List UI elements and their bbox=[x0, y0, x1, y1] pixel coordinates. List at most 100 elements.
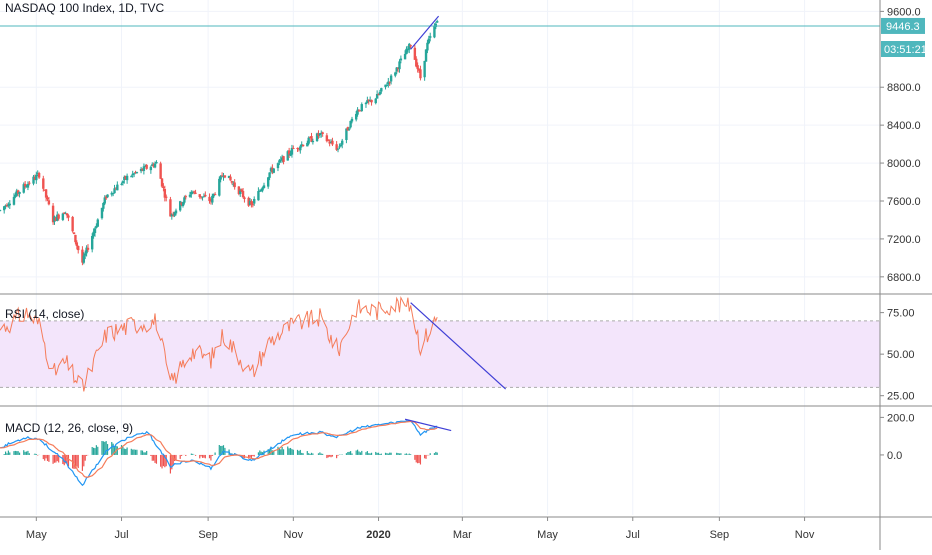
candle bbox=[86, 244, 90, 252]
candle-body bbox=[218, 178, 221, 196]
price-axis-label: 8000.0 bbox=[887, 158, 921, 170]
macd-layer[interactable] bbox=[0, 419, 438, 487]
candle bbox=[317, 130, 320, 139]
candle bbox=[114, 187, 118, 190]
candle-body bbox=[151, 164, 154, 166]
rsi-axis-label: 75.00 bbox=[887, 308, 915, 320]
rsi-pane-title: RSI (14, close) bbox=[5, 307, 84, 321]
candle-body bbox=[394, 72, 397, 76]
candle-body bbox=[26, 183, 30, 188]
candle bbox=[57, 213, 60, 221]
candle bbox=[36, 170, 39, 177]
candle bbox=[181, 201, 185, 208]
candle bbox=[151, 162, 154, 167]
candle-body bbox=[155, 161, 158, 164]
candle bbox=[356, 107, 359, 117]
candle-body bbox=[388, 81, 391, 83]
candle bbox=[297, 147, 301, 152]
candle bbox=[348, 126, 351, 131]
rsi-axis-label: 25.00 bbox=[887, 391, 915, 403]
candle bbox=[162, 183, 165, 192]
candle-body bbox=[408, 43, 411, 50]
candle bbox=[81, 246, 84, 266]
candle-body bbox=[202, 196, 206, 198]
candle bbox=[282, 155, 285, 165]
candle-body bbox=[131, 173, 134, 176]
candle-body bbox=[348, 128, 351, 130]
candle-body bbox=[191, 192, 194, 194]
candle bbox=[208, 193, 211, 204]
candle bbox=[417, 68, 421, 73]
candle bbox=[145, 164, 148, 170]
candle bbox=[134, 170, 137, 174]
candle bbox=[163, 185, 167, 202]
candle-body bbox=[366, 100, 369, 103]
candle bbox=[123, 175, 126, 184]
candle-body bbox=[399, 58, 403, 61]
candle-body bbox=[374, 98, 377, 104]
candle-body bbox=[380, 88, 383, 92]
candle-body bbox=[364, 102, 368, 105]
candle-body bbox=[370, 99, 373, 103]
candle-body bbox=[92, 231, 95, 236]
candle bbox=[74, 234, 77, 245]
candle-body bbox=[341, 140, 344, 145]
candle-body bbox=[111, 193, 115, 195]
price-axis-label: 8800.0 bbox=[887, 82, 921, 94]
candle bbox=[65, 213, 69, 219]
candle-body bbox=[436, 21, 439, 23]
candle-body bbox=[183, 197, 186, 203]
candle bbox=[354, 111, 358, 122]
candle-body bbox=[132, 173, 136, 175]
candle bbox=[120, 182, 123, 186]
candle-body bbox=[262, 185, 266, 188]
candle bbox=[199, 196, 203, 200]
price-layer[interactable] bbox=[0, 19, 880, 266]
candle bbox=[276, 162, 280, 172]
candle-body bbox=[130, 176, 133, 178]
candle bbox=[307, 136, 310, 146]
candle-body bbox=[403, 53, 407, 60]
candle bbox=[384, 84, 387, 90]
candle-body bbox=[160, 178, 164, 187]
candle bbox=[366, 96, 369, 104]
candle bbox=[427, 35, 431, 45]
candle bbox=[92, 228, 95, 239]
candle-body bbox=[282, 156, 285, 162]
candle bbox=[202, 193, 206, 198]
candle bbox=[436, 19, 439, 23]
candle-body bbox=[165, 196, 168, 198]
candle-body bbox=[35, 174, 38, 181]
candle bbox=[219, 174, 222, 183]
candle-body bbox=[125, 175, 129, 181]
candle bbox=[188, 191, 192, 198]
candle-body bbox=[32, 176, 35, 184]
candle bbox=[75, 240, 79, 250]
candle-body bbox=[289, 153, 292, 156]
candle bbox=[15, 188, 18, 197]
candle-body bbox=[194, 192, 197, 194]
candle-body bbox=[64, 213, 67, 215]
candle-body bbox=[181, 202, 185, 207]
time-axis-label: Nov bbox=[284, 529, 304, 541]
macd-trendline bbox=[404, 418, 452, 432]
candle bbox=[360, 102, 363, 112]
candle bbox=[229, 174, 232, 181]
candle bbox=[251, 201, 255, 208]
candle-body bbox=[269, 168, 273, 172]
candle bbox=[54, 217, 58, 221]
rsi-layer[interactable] bbox=[0, 295, 438, 392]
candle-body bbox=[335, 144, 338, 150]
candle bbox=[64, 211, 67, 215]
candle bbox=[113, 184, 116, 194]
candle-body bbox=[93, 228, 97, 234]
candle-body bbox=[338, 146, 341, 148]
candle bbox=[233, 179, 236, 190]
candle bbox=[349, 120, 352, 129]
candle-body bbox=[162, 186, 165, 189]
rsi-band-layer bbox=[0, 320, 880, 388]
trendline-layer[interactable] bbox=[404, 15, 507, 432]
candle bbox=[227, 175, 231, 179]
candle bbox=[23, 181, 27, 189]
